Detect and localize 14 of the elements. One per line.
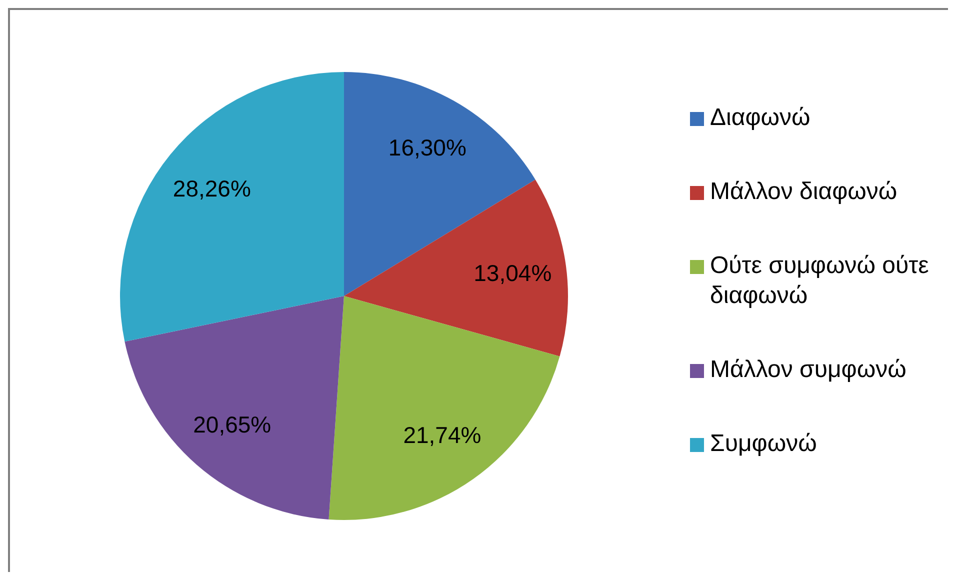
pie-slice bbox=[344, 180, 568, 356]
data-label: 21,74% bbox=[403, 422, 482, 448]
data-label: 28,26% bbox=[172, 176, 251, 202]
data-label: 16,30% bbox=[388, 134, 466, 161]
legend-label: Ούτε συμφωνώ ούτε διαφωνώ bbox=[710, 251, 930, 311]
legend-label: Διαφωνώ bbox=[710, 103, 810, 133]
legend-label: Μάλλον συμφωνώ bbox=[710, 355, 906, 385]
pie-slice bbox=[124, 296, 344, 520]
legend-label: Συμφωνώ bbox=[710, 429, 817, 459]
pie-slice bbox=[328, 296, 560, 520]
data-label: 13,04% bbox=[474, 260, 552, 286]
legend-label: Μάλλον διαφωνώ bbox=[710, 177, 898, 207]
data-label: 20,65% bbox=[193, 411, 272, 438]
pie-slice bbox=[120, 72, 344, 342]
